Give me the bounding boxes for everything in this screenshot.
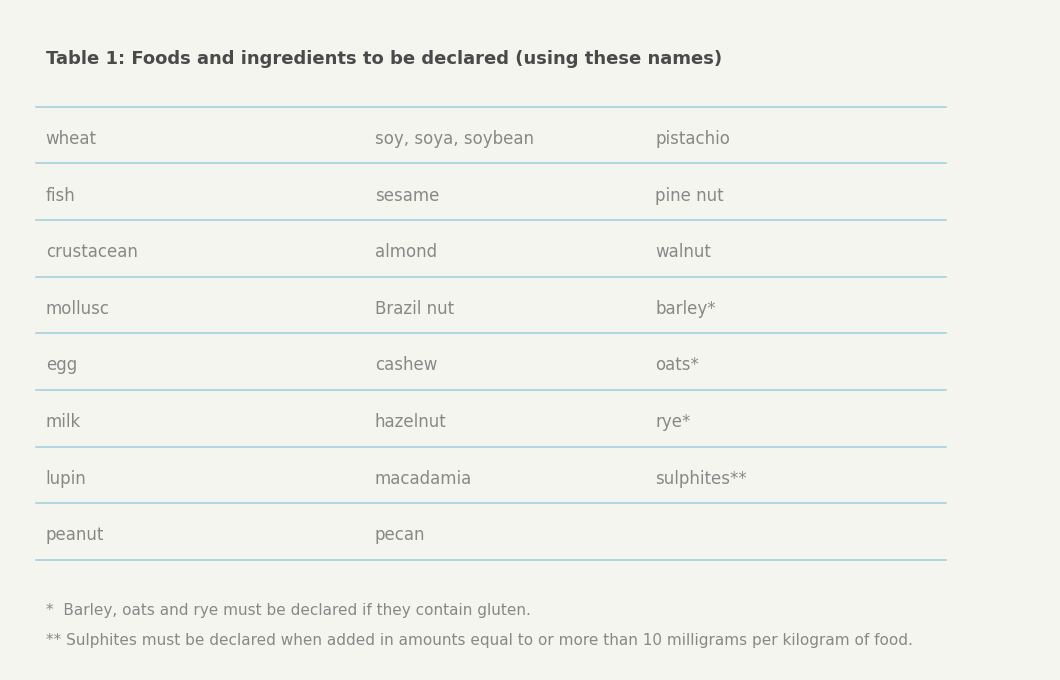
Text: egg: egg (46, 356, 77, 375)
Text: sesame: sesame (375, 186, 439, 205)
Text: Brazil nut: Brazil nut (375, 300, 454, 318)
Text: hazelnut: hazelnut (375, 413, 446, 431)
Text: wheat: wheat (46, 130, 96, 148)
Text: ** Sulphites must be declared when added in amounts equal to or more than 10 mil: ** Sulphites must be declared when added… (46, 633, 913, 648)
Text: cashew: cashew (375, 356, 437, 375)
Text: pine nut: pine nut (655, 186, 724, 205)
Text: Table 1: Foods and ingredients to be declared (using these names): Table 1: Foods and ingredients to be dec… (46, 50, 722, 68)
Text: soy, soya, soybean: soy, soya, soybean (375, 130, 534, 148)
Text: oats*: oats* (655, 356, 700, 375)
Text: mollusc: mollusc (46, 300, 109, 318)
Text: almond: almond (375, 243, 437, 261)
Text: *  Barley, oats and rye must be declared if they contain gluten.: * Barley, oats and rye must be declared … (46, 603, 531, 618)
Text: rye*: rye* (655, 413, 691, 431)
Text: macadamia: macadamia (375, 470, 472, 488)
Text: sulphites**: sulphites** (655, 470, 747, 488)
Text: walnut: walnut (655, 243, 711, 261)
Text: fish: fish (46, 186, 75, 205)
Text: pistachio: pistachio (655, 130, 730, 148)
Text: barley*: barley* (655, 300, 717, 318)
Text: pecan: pecan (375, 526, 425, 544)
Text: crustacean: crustacean (46, 243, 138, 261)
Text: lupin: lupin (46, 470, 87, 488)
Text: peanut: peanut (46, 526, 104, 544)
Text: milk: milk (46, 413, 81, 431)
